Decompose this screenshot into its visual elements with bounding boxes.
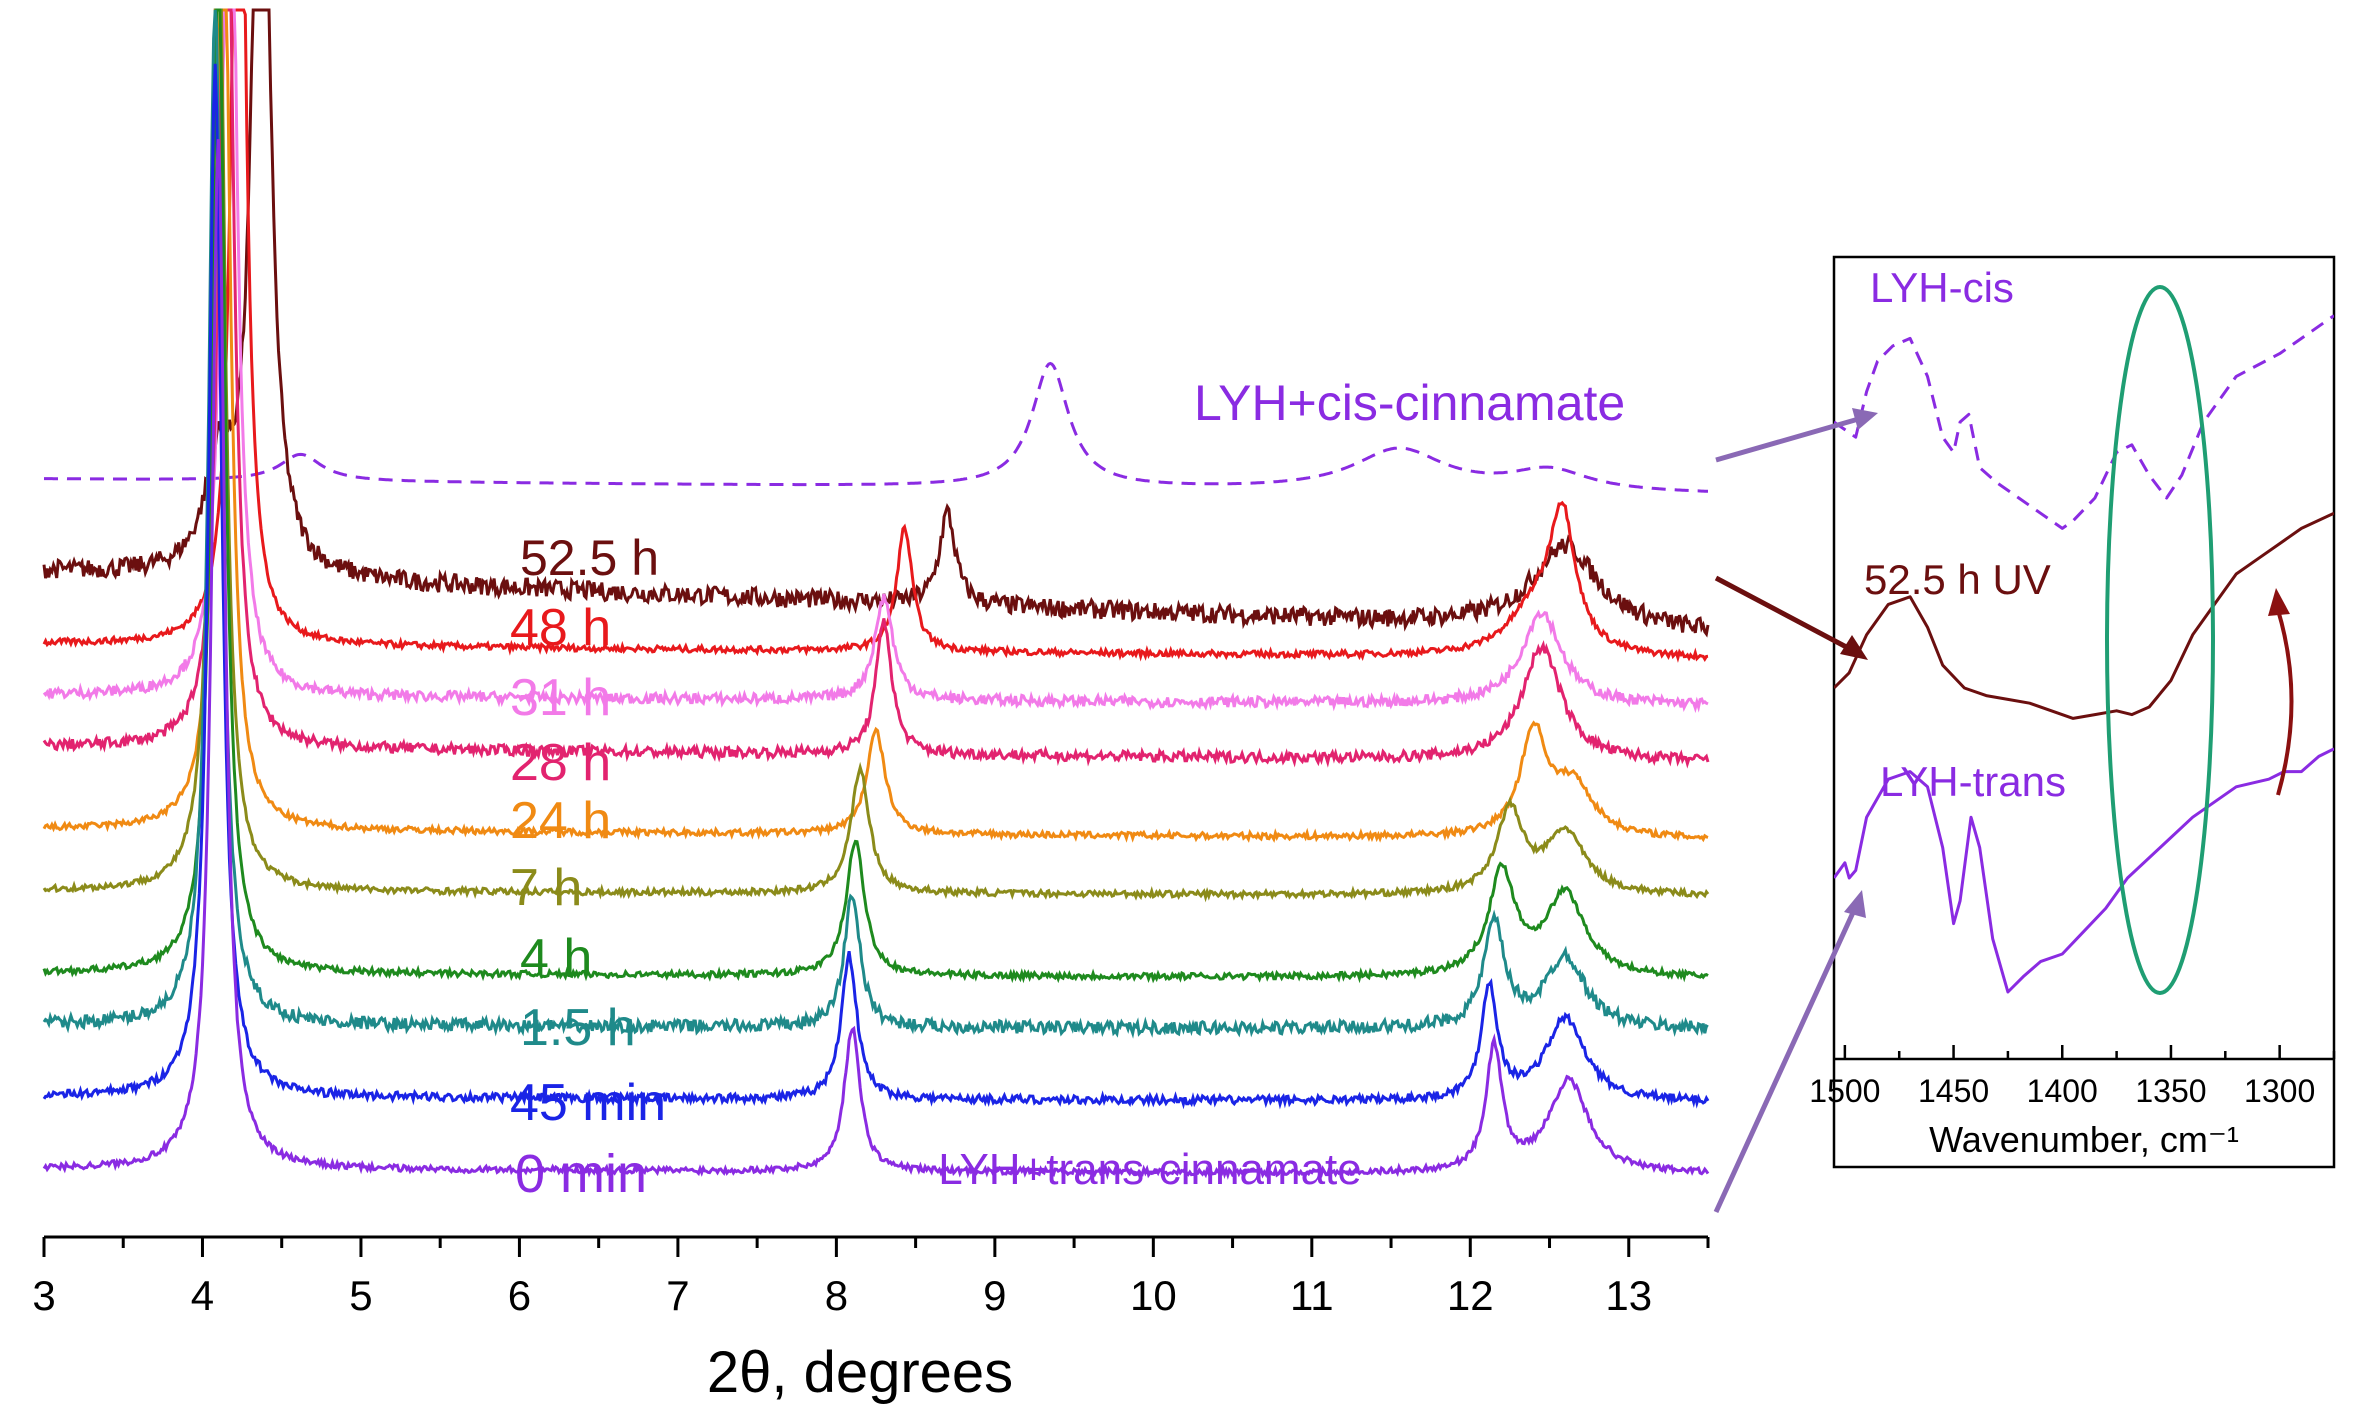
inset-tick-label-1300: 1300 [2244,1073,2315,1109]
xrd-series-52-5-h [42,8,1710,638]
conversion-arrow [2276,609,2294,796]
xrd-series-4-h [42,8,1709,984]
xrd-series-28-h [42,8,1710,769]
xrd-tick-label-6: 6 [508,1272,531,1319]
arrow-trans-connector [1713,904,1859,1214]
xrd-tick-label-13: 13 [1605,1272,1652,1319]
xrd-tick-label-11: 11 [1290,1272,1334,1319]
inset-label-52-5h-uv: 52.5 h UV [1864,556,2051,603]
highlight-ellipse [2105,285,2215,995]
xrd-x-ticks: 3 4 5 6 7 8 9 10 11 12 13 [32,1237,1710,1319]
inset-x-ticks: 1500 1450 1400 1350 1300 [1809,1045,2336,1109]
xrd-tick-label-7: 7 [666,1272,689,1319]
arrow-52-5h-connector [1714,575,1854,653]
xrd-tick-label-8: 8 [825,1272,848,1319]
ft-ir-inset: 1500 1450 1400 1350 1300 LYH-cis 52.5 h UV L… [1809,255,2336,1169]
inset-series-group [1834,314,2334,994]
inset-frame [1832,255,2336,1169]
xrd-series-labels: LYH+cis-cinnamate 52.5 h 48 h 31 h 28 h24 h 7… [510,375,1625,1204]
xrd-label-28-h: 28 h [510,734,611,792]
xrd-tick-label-10: 10 [1130,1272,1177,1319]
xrd-label-lyh-cis-cinnamate: LYH+cis-cinnamate [1194,375,1625,431]
xrd-label-52-5-h: 52.5 h [520,530,659,586]
xrd-label-1-5-h: 1.5 h [520,999,636,1057]
inset-series-lyh-trans [1834,747,2334,994]
xrd-label-0-min: 0 min [515,1144,647,1204]
xrd-label-45-min: 45 min [510,1074,666,1132]
xrd-tick-label-4: 4 [191,1272,214,1319]
xrd-tick-label-5: 5 [349,1272,372,1319]
xrd-series-7-h [42,8,1710,903]
xrd-label-4-h: 4 h [520,929,592,987]
xrd-series-lyh-cis-cinnamate [44,361,1708,493]
xrd-series-group [42,8,1710,1181]
arrow-trans-head [1844,890,1866,918]
inset-tick-label-1350: 1350 [2135,1073,2206,1109]
inset-tick-label-1450: 1450 [1918,1073,1989,1109]
xrd-label-48-h: 48 h [510,599,611,657]
inset-series-lyh-cis [1834,314,2334,530]
conversion-arrow-head [2268,588,2290,616]
inset-label-lyh-cis: LYH-cis [1870,264,2014,311]
xrd-label-31-h: 31 h [510,669,611,727]
xrd-series-45-min [42,63,1710,1110]
xrd-series-48-h [42,8,1709,663]
inset-x-axis-title: Wavenumber, cm⁻¹ [1929,1119,2239,1160]
xrd-label-24-h: 24 h [510,792,611,850]
xrd-chart: 3 4 5 6 7 8 9 10 11 12 13 LYH+cis-cinnamate 52.5 h 4… [32,8,1710,1405]
xrd-series-24-h [42,8,1709,843]
xrd-series-31-h [42,8,1709,714]
xrd-annotation-trans: LYH+trans-cinnamate [938,1145,1362,1194]
xrd-tick-label-9: 9 [983,1272,1006,1319]
xrd-series-1-5-h [42,9,1709,1039]
arrow-cis-connector [1715,415,1863,463]
xrd-label-7-h: 7 h [510,859,582,917]
connector-arrows [1713,408,2294,1214]
inset-label-lyh-trans: LYH-trans [1880,758,2066,805]
inset-tick-label-1500: 1500 [1809,1073,1880,1109]
xrd-tick-label-3: 3 [32,1272,55,1319]
xrd-series-0-min [42,139,1710,1181]
inset-series-52-5-h-uv [1834,511,2334,720]
inset-tick-label-1400: 1400 [2027,1073,2098,1109]
xrd-x-axis-title: 2θ, degrees [707,1340,1013,1405]
xrd-tick-label-12: 12 [1447,1272,1494,1319]
arrow-cis-head [1852,408,1878,430]
arrow-52-5h-head [1840,635,1868,660]
